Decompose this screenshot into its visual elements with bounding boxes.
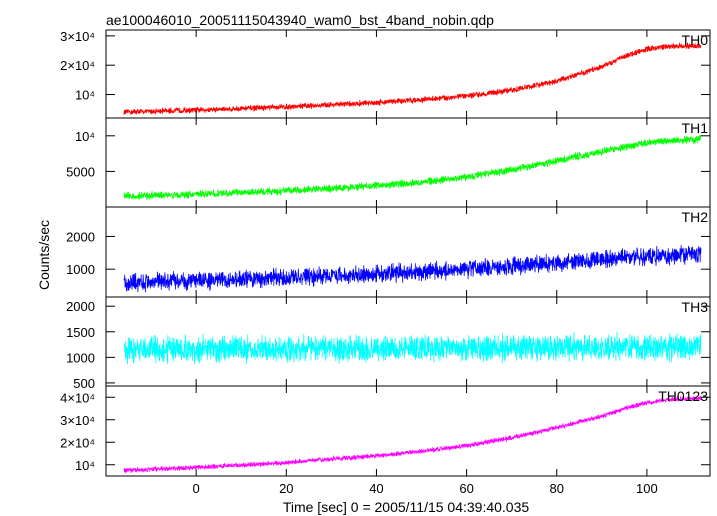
y-tick-label: 1000: [66, 262, 95, 277]
panel-label-TH1: TH1: [682, 120, 709, 136]
series-line-TH1: [123, 135, 702, 201]
y-tick-label: 500: [73, 376, 95, 391]
y-tick-label: 3×10⁴: [60, 29, 95, 44]
y-tick-label: 5000: [66, 164, 95, 179]
panel-5: 10⁴ 2×10⁴ 3×10⁴ 4×10⁴ TH0123: [60, 385, 711, 477]
y-tick-label: 3×10⁴: [60, 413, 95, 428]
panel-1: 10⁴ 2×10⁴ 3×10⁴ TH0: [60, 29, 711, 119]
panel-frame: [105, 385, 711, 477]
series-line-TH2: [123, 245, 702, 293]
series-line-TH0: [123, 41, 702, 115]
series-line-TH3: [123, 331, 702, 365]
x-tick-label: 20: [279, 481, 293, 496]
panel-frame: [105, 206, 711, 298]
y-axis-title: Counts/sec: [36, 220, 52, 290]
y-tick-label: 4×10⁴: [60, 390, 95, 405]
y-tick-label: 2000: [66, 229, 95, 244]
x-axis: 0 20 40 60 80 100: [193, 481, 658, 496]
y-tick-label: 1000: [66, 350, 95, 365]
y-tick-label: 2×10⁴: [60, 58, 95, 73]
y-tick-label: 2×10⁴: [60, 435, 95, 450]
y-tick-label: 2000: [66, 299, 95, 314]
series-line-TH0123: [123, 395, 702, 474]
panel-label-TH0: TH0: [682, 32, 709, 48]
figure-title: ae100046010_20051115043940_wam0_bst_4ban…: [106, 12, 494, 28]
panel-label-TH0123: TH0123: [658, 388, 708, 404]
panel-frame: [105, 29, 711, 119]
x-tick-label: 60: [459, 481, 473, 496]
y-tick-label: 1500: [66, 325, 95, 340]
x-axis-title: Time [sec] 0 = 2005/11/15 04:39:40.035: [283, 499, 530, 515]
panel-3: 1000 2000 TH2: [66, 206, 711, 298]
panel-label-TH3: TH3: [682, 299, 709, 315]
y-tick-label: 10⁴: [75, 88, 95, 103]
panel-4: 500 1000 1500 2000 TH3: [66, 296, 711, 391]
y-tick-label: 10⁴: [75, 458, 95, 473]
x-tick-label: 0: [193, 481, 200, 496]
x-tick-label: 40: [369, 481, 383, 496]
panel-label-TH2: TH2: [682, 209, 709, 225]
x-tick-label: 80: [550, 481, 564, 496]
x-tick-label: 100: [636, 481, 658, 496]
y-tick-label: 10⁴: [75, 129, 95, 144]
panel-2: 5000 10⁴ TH1: [66, 117, 711, 208]
